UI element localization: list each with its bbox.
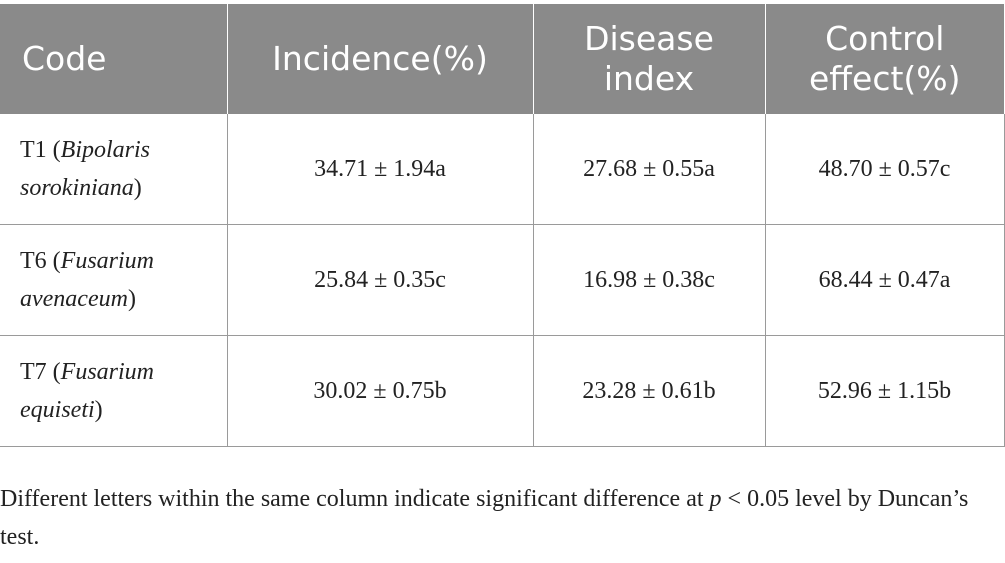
cell-incidence: 34.71 ± 1.94a — [226, 114, 533, 225]
header-incidence: Incidence(%) — [226, 4, 533, 114]
header-disease-index-line1: Disease — [584, 19, 714, 58]
table-row: T7 (Fusarium equiseti) 30.02 ± 0.75b 23.… — [0, 335, 1005, 447]
code-species: Bipolaris sorokiniana — [20, 137, 150, 201]
footnote-text-after: < 0.05 level by Duncan’s test. — [0, 486, 969, 550]
table-row: T1 (Bipolaris sorokiniana) 34.71 ± 1.94a… — [0, 114, 1005, 225]
code-species: Fusarium equiseti — [20, 359, 154, 423]
results-table: Code Incidence(%) Disease index Control … — [0, 4, 1005, 447]
code-suffix: ) — [133, 175, 142, 201]
header-control-effect: Control effect(%) — [764, 4, 1004, 114]
cell-control-effect: 48.70 ± 0.57c — [764, 114, 1005, 225]
cell-disease-index: 27.68 ± 0.55a — [532, 114, 765, 225]
header-code-label: Code — [22, 39, 107, 78]
table-header: Code Incidence(%) Disease index Control … — [0, 4, 1004, 114]
cell-code: T1 (Bipolaris sorokiniana) — [0, 114, 227, 225]
code-prefix: T1 ( — [20, 137, 61, 163]
cell-control-effect: 52.96 ± 1.15b — [764, 335, 1005, 447]
header-control-effect-line2: effect(%) — [808, 59, 961, 98]
code-suffix: ) — [94, 397, 103, 423]
header-code: Code — [0, 4, 227, 114]
table-body: T1 (Bipolaris sorokiniana) 34.71 ± 1.94a… — [0, 114, 1005, 447]
footnote-text-before: Different letters within the same column… — [0, 486, 710, 512]
header-disease-index-line2: index — [603, 59, 695, 98]
code-suffix: ) — [127, 286, 136, 312]
cell-code: T7 (Fusarium equiseti) — [0, 335, 227, 447]
cell-disease-index: 23.28 ± 0.61b — [532, 335, 765, 447]
table-row: T6 (Fusarium avenaceum) 25.84 ± 0.35c 16… — [0, 224, 1005, 336]
cell-incidence: 30.02 ± 0.75b — [226, 335, 533, 447]
results-table-container: Code Incidence(%) Disease index Control … — [0, 4, 1005, 447]
header-disease-index: Disease index — [532, 4, 765, 114]
code-prefix: T7 ( — [20, 359, 61, 385]
header-control-effect-line1: Control — [825, 19, 945, 58]
table-footnote: Different letters within the same column… — [0, 480, 990, 556]
cell-code: T6 (Fusarium avenaceum) — [0, 224, 227, 336]
cell-disease-index: 16.98 ± 0.38c — [532, 224, 765, 336]
code-prefix: T6 ( — [20, 248, 61, 274]
cell-control-effect: 68.44 ± 0.47a — [764, 224, 1005, 336]
header-row: Code Incidence(%) Disease index Control … — [0, 4, 1004, 114]
cell-incidence: 25.84 ± 0.35c — [226, 224, 533, 336]
header-incidence-label: Incidence(%) — [272, 39, 488, 78]
footnote-variable: p — [709, 486, 722, 512]
code-species: Fusarium avenaceum — [20, 248, 154, 312]
